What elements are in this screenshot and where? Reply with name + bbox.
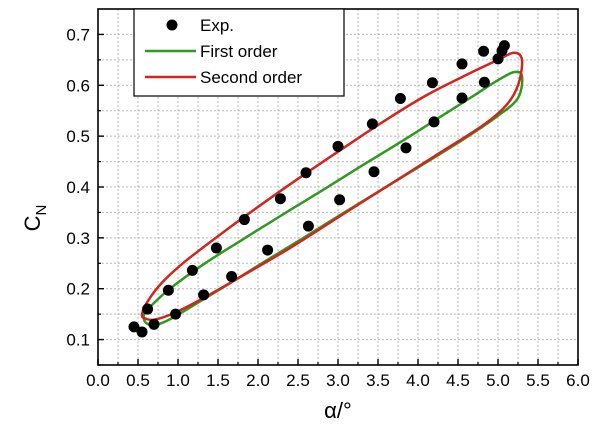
data-point-exp: [334, 194, 346, 206]
data-point-exp: [478, 45, 490, 57]
data-point-exp: [368, 166, 380, 178]
y-tick-label: 0.5: [66, 127, 90, 146]
x-tick-label: 5.0: [486, 371, 510, 390]
y-axis-title: CN: [20, 205, 50, 232]
data-point-exp: [148, 318, 160, 330]
data-point-exp: [210, 242, 222, 254]
data-point-exp: [226, 271, 238, 283]
x-tick-label: 3.5: [366, 371, 390, 390]
x-tick-label: 1.0: [166, 371, 190, 390]
data-point-exp: [262, 244, 274, 256]
x-tick-label: 4.0: [406, 371, 430, 390]
data-point-exp: [136, 326, 148, 338]
data-point-exp: [498, 40, 510, 52]
y-tick-label: 0.3: [66, 229, 90, 248]
data-point-exp: [238, 214, 250, 226]
x-tick-label: 6.0: [566, 371, 590, 390]
legend-label-second-order: Second order: [200, 68, 302, 87]
y-tick-label: 0.2: [66, 280, 90, 299]
series-lines: [140, 51, 524, 327]
y-tick-label: 0.1: [66, 331, 90, 350]
data-point-exp: [366, 118, 378, 130]
data-point-exp: [428, 116, 440, 128]
data-point-exp: [198, 289, 210, 301]
x-tick-label: 1.5: [206, 371, 230, 390]
data-point-exp: [478, 76, 490, 88]
y-tick-label: 0.6: [66, 76, 90, 95]
data-point-exp: [142, 303, 154, 315]
y-axis-title-main: C: [20, 215, 45, 231]
data-point-exp: [274, 193, 286, 205]
data-point-exp: [456, 58, 468, 70]
data-point-exp: [302, 220, 314, 232]
svg-text:CN: CN: [20, 205, 50, 232]
data-point-exp: [492, 53, 504, 65]
legend-marker-exp: [166, 19, 178, 31]
x-tick-label: 2.0: [246, 371, 270, 390]
data-point-exp: [400, 142, 412, 154]
grid: [98, 9, 578, 365]
y-tick-label: 0.4: [66, 178, 90, 197]
x-axis-title: α/°: [324, 398, 352, 423]
data-point-exp: [162, 284, 174, 296]
data-point-exp: [426, 77, 438, 89]
data-point-exp: [394, 93, 406, 105]
series-line-second-order: [140, 51, 524, 322]
data-point-exp: [456, 92, 468, 104]
x-tick-label: 4.5: [446, 371, 470, 390]
x-tick-label: 0.0: [86, 371, 110, 390]
data-point-exp: [170, 308, 182, 320]
x-tick-label: 3.0: [326, 371, 350, 390]
data-point-exp: [300, 167, 312, 179]
data-point-exp: [128, 321, 140, 333]
x-tick-label: 2.5: [286, 371, 310, 390]
legend: Exp. First order Second order: [133, 8, 345, 97]
y-tick-label: 0.7: [66, 25, 90, 44]
data-point-exp: [332, 140, 344, 152]
y-axis-title-sub: N: [33, 205, 50, 216]
data-point-exp: [186, 264, 198, 276]
legend-label-exp: Exp.: [200, 16, 234, 35]
x-tick-label: 5.5: [526, 371, 550, 390]
tick-labels: 0.0 0.5 1.0 1.5 2.0 2.5 3.0 3.5 4.0 4.5 5.0 5.5 6.0 0…: [66, 25, 589, 390]
x-tick-label: 0.5: [126, 371, 150, 390]
legend-label-first-order: First order: [200, 42, 278, 61]
ticks: [97, 33, 579, 366]
series-points: [128, 40, 510, 338]
